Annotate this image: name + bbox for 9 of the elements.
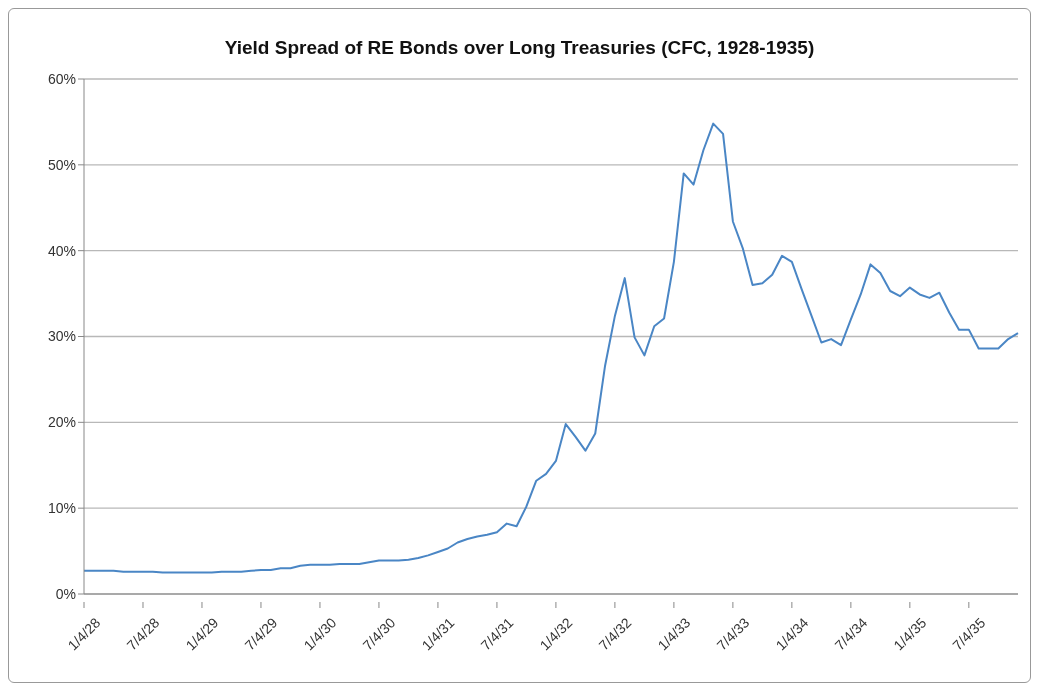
y-tick-label: 50% [47,156,76,173]
y-tick-label: 20% [47,414,76,431]
y-tick-label: 40% [47,242,76,259]
y-tick-label: 0% [55,585,76,602]
line-series [83,122,1019,574]
y-tick-label: 60% [47,70,76,87]
y-tick-label: 30% [47,328,76,345]
y-tick-label: 10% [47,500,76,517]
chart-title: Yield Spread of RE Bonds over Long Treasuries (CFC, 1928-1935) [223,37,816,59]
